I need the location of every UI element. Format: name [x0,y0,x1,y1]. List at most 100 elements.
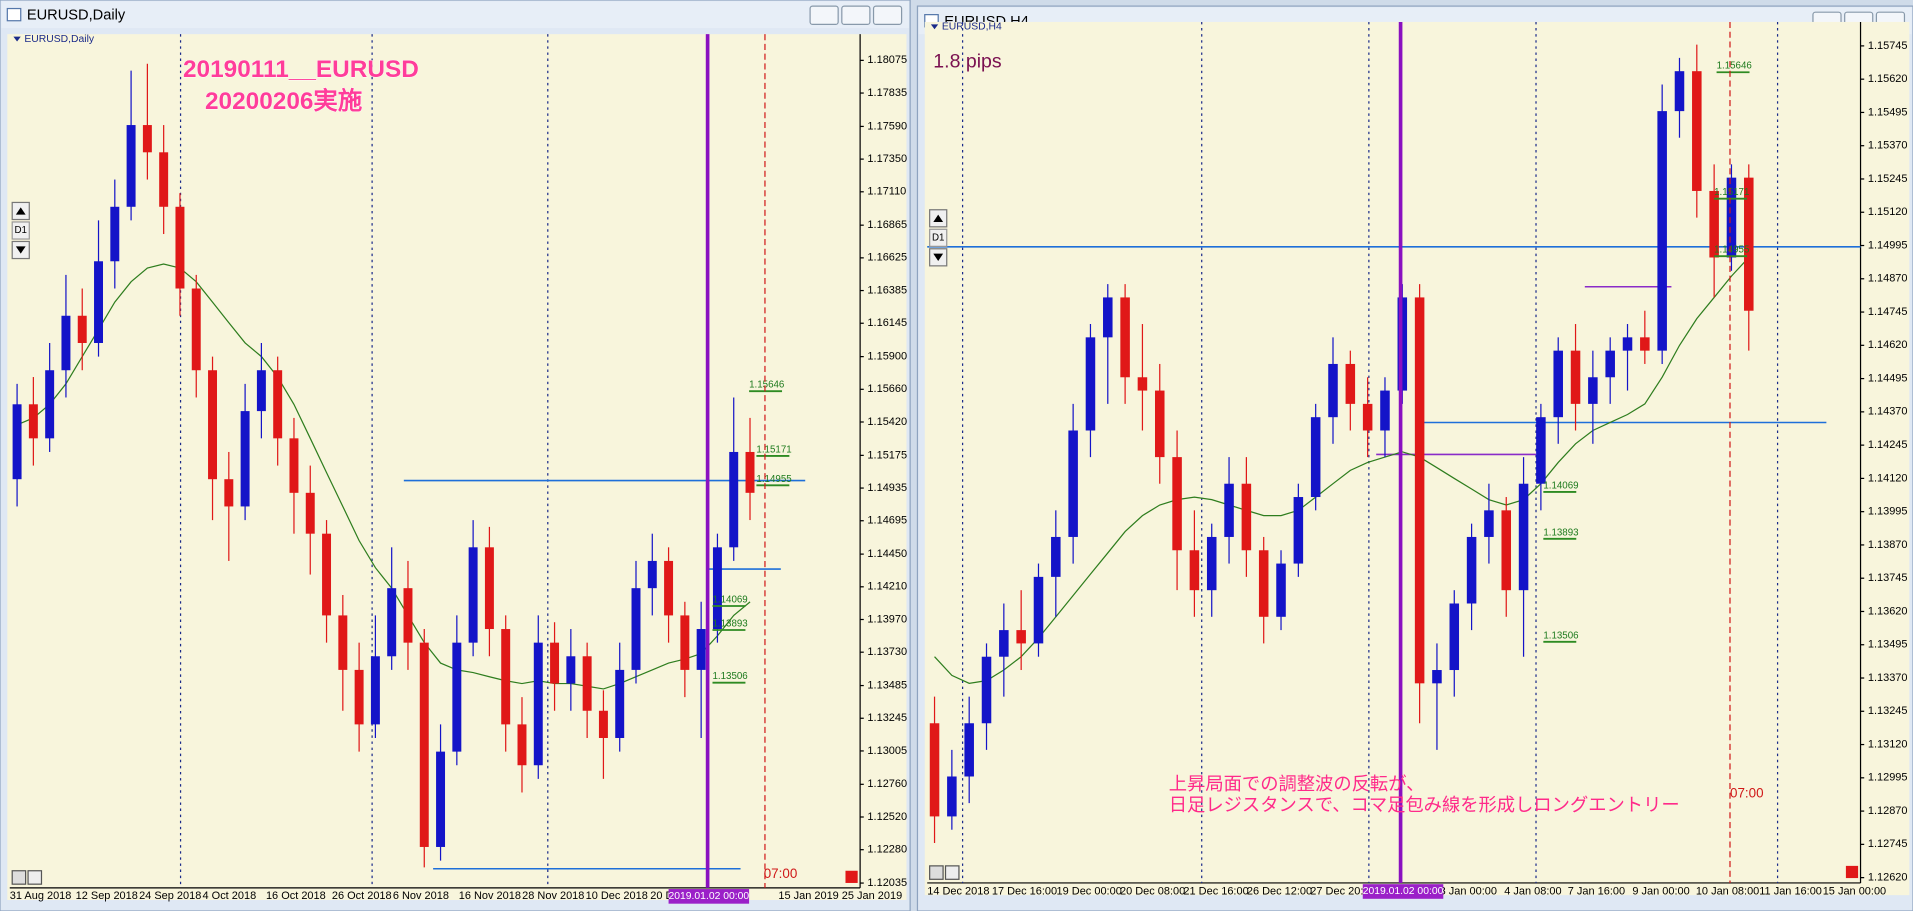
close-chart-icon [944,865,960,880]
annotation: 20200206実施 [205,87,362,115]
x-tick-label: 17 Dec 16:00 [992,885,1057,897]
arrow-down [933,253,944,261]
arrow-down [15,246,26,254]
candle-body [1154,390,1165,458]
candle-body [45,370,55,439]
new-order-icon [845,870,858,883]
time-label: 07:00 [764,866,798,881]
candle-body [191,288,201,371]
candle-body [1224,483,1234,537]
y-tick-label: 1.12745 [1868,838,1908,850]
y-tick-label: 1.15370 [1868,140,1908,152]
candle-body [1033,576,1044,644]
candle-body [28,404,38,439]
candle-body [1258,550,1269,617]
y-tick-label: 1.16625 [867,252,907,264]
cursor-label-box [668,889,750,904]
y-tick-label: 1.15745 [1868,40,1908,52]
y-tick-label: 1.13120 [1868,738,1908,750]
y-tick-label: 1.13245 [1868,705,1908,717]
price-level-label: 1.15646 [749,380,784,391]
candle-body [452,642,462,752]
candle-body [256,370,266,412]
chart-window: EURUSD,Daily 1.18075 1.17835 1.17590 1.17350… [0,0,911,911]
y-tick-label: 1.15120 [1868,206,1908,218]
candle-body [981,656,992,724]
y-tick-label: 1.13745 [1868,572,1908,584]
candle-body [1051,536,1061,577]
chart-menu-arrow [13,36,21,42]
candle-body [1570,350,1581,404]
candle-body [664,560,674,616]
candle-body [566,656,576,684]
pips-note: 1.8 pips [933,50,1002,72]
x-tick-label: 27 Dec 20:00 [1310,885,1375,897]
candle-body [1605,350,1615,378]
candle-body [1206,536,1217,591]
candle-body [1293,497,1304,564]
y-tick-label: 1.15175 [867,449,907,461]
candle-body [354,669,364,725]
candle-body [1241,483,1252,551]
x-tick-label: 14 Dec 2018 [927,885,989,897]
comment: 日足レジスタンスで、コマ足包み線を形成しロングエントリー [1169,794,1680,815]
y-tick-label: 1.14120 [1868,472,1908,484]
candle-body [77,315,87,343]
y-tick-label: 1.12520 [867,811,907,823]
candle-body [1432,670,1442,684]
cursor-label: 2019.01.02 00:00 [668,891,749,902]
chart-menu-arrow [930,24,939,30]
candle-body [1657,111,1667,351]
cursor-label: 2019.01.02 00:00 [1363,886,1444,897]
x-tick-label: 19 Dec 00:00 [1057,885,1122,897]
y-tick-label: 1.17590 [867,120,907,132]
candle-body [1674,71,1685,112]
candle-body [1172,457,1182,551]
y-tick-label: 1.13970 [867,613,907,625]
candle-body [1414,297,1425,684]
x-tick-label: 3 Jan 00:00 [1440,885,1497,897]
close-button[interactable] [872,5,903,26]
candle-body [1362,403,1373,431]
candle-body [1726,177,1737,258]
y-tick-label: 1.12870 [1868,805,1908,817]
candle-body [1640,337,1650,351]
x-tick-label: 7 Jan 16:00 [1568,885,1625,897]
x-tick-label: 15 Jan 00:00 [1823,885,1886,897]
annotation: 20190111__EURUSD [183,56,419,83]
candle-body [729,451,739,548]
new-order-icon [1845,865,1859,879]
cursor-label-box [1362,884,1444,899]
y-tick-label: 1.13495 [1868,639,1908,651]
y-tick-label: 1.15495 [1868,106,1908,118]
candle-body [1709,190,1719,258]
candle-body [1137,377,1148,391]
candle-body [964,723,974,777]
candle-body [273,370,283,439]
maximize-button[interactable] [841,5,871,26]
candle-body [175,206,185,289]
candle-body [126,125,136,207]
x-tick-label: 24 Sep 2018 [139,890,201,902]
x-tick-label: 16 Oct 2018 [266,890,326,902]
candle-body [929,723,940,817]
candle-body [208,370,218,480]
y-tick-label: 1.14450 [867,548,907,560]
candle-body [387,588,397,657]
candle-body [631,588,641,670]
candle-body [1588,377,1598,404]
price-level-label: 1.13893 [712,618,747,629]
candle-body [12,404,22,480]
minimize-button[interactable] [809,5,839,26]
candle-body [598,710,608,738]
y-tick-label: 1.14620 [1868,339,1908,351]
x-tick-label: 26 Dec 12:00 [1247,885,1312,897]
x-tick-label: 28 Nov 2018 [522,890,584,902]
y-tick-label: 1.15660 [867,383,907,395]
candle-body [582,656,592,711]
candle-body [1484,510,1494,537]
candle-body [1345,363,1356,404]
arrow-up [933,214,944,222]
y-tick-label: 1.16865 [867,219,907,231]
candle-body [1276,563,1286,617]
